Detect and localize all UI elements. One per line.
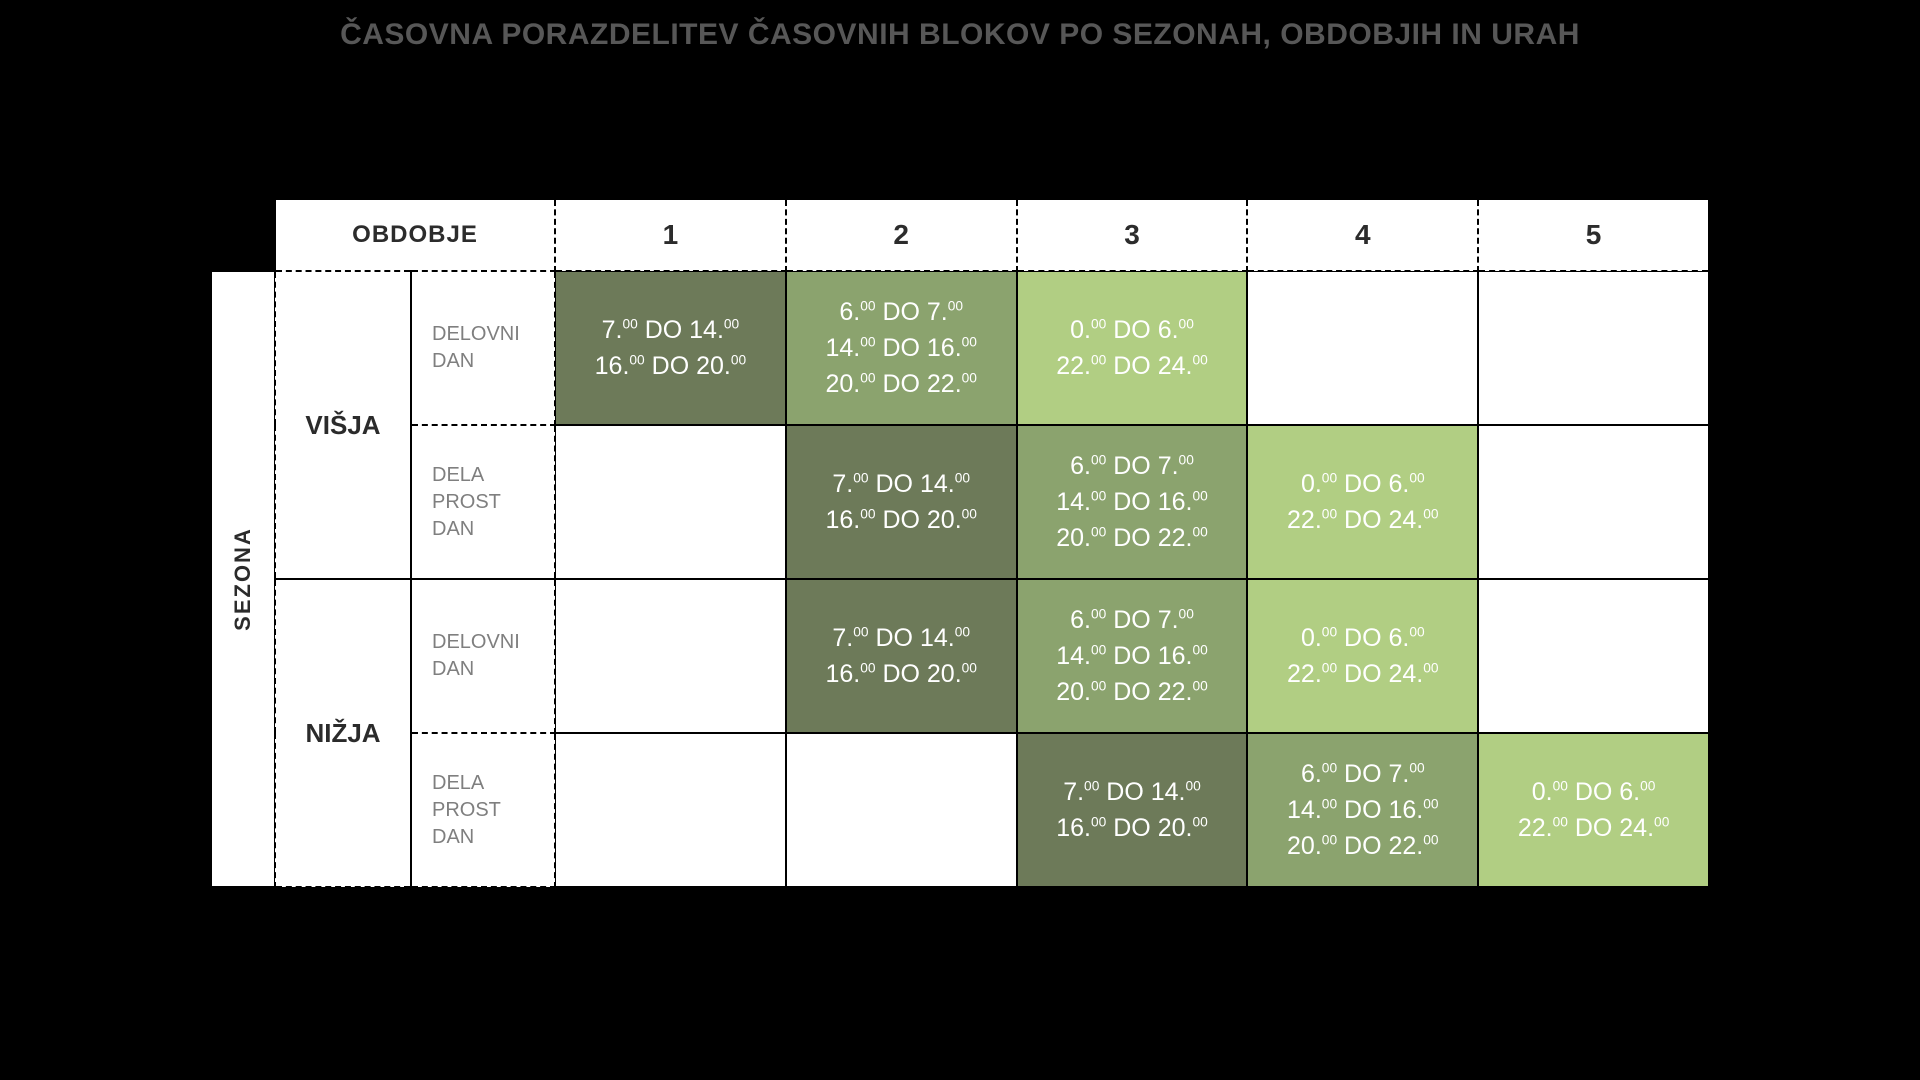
data-cell: 0.00 DO 6.0022.00 DO 24.00 xyxy=(1017,271,1248,425)
table-row: DELAPROSTDAN 7.00 DO 14.0016.00 DO 20.00… xyxy=(211,733,1709,887)
data-cell xyxy=(555,425,786,579)
season-visja: VIŠJA xyxy=(275,271,411,579)
header-col-5: 5 xyxy=(1478,199,1709,271)
data-cell: 7.00 DO 14.0016.00 DO 20.00 xyxy=(1017,733,1248,887)
season-nizja: NIŽJA xyxy=(275,579,411,887)
data-cell: 0.00 DO 6.0022.00 DO 24.00 xyxy=(1247,579,1478,733)
page-title: ČASOVNA PORAZDELITEV ČASOVNIH BLOKOV PO … xyxy=(0,18,1920,52)
data-cell xyxy=(555,579,786,733)
data-cell: 0.00 DO 6.0022.00 DO 24.00 xyxy=(1247,425,1478,579)
data-cell xyxy=(555,733,786,887)
daytype-cell: DELOVNIDAN xyxy=(411,271,555,425)
sezona-axis-cell: SEZONA xyxy=(211,271,275,887)
schedule-table-wrap: OBDOBJE 1 2 3 4 5 SEZONA VIŠJA DELOVNIDA… xyxy=(210,198,1710,888)
header-offset xyxy=(211,199,275,271)
header-col-4: 4 xyxy=(1247,199,1478,271)
data-cell: 7.00 DO 14.0016.00 DO 20.00 xyxy=(786,425,1017,579)
header-col-2: 2 xyxy=(786,199,1017,271)
data-cell: 6.00 DO 7.0014.00 DO 16.0020.00 DO 22.00 xyxy=(1017,579,1248,733)
table-row: NIŽJA DELOVNIDAN 7.00 DO 14.0016.00 DO 2… xyxy=(211,579,1709,733)
data-cell xyxy=(1478,271,1709,425)
header-col-3: 3 xyxy=(1017,199,1248,271)
header-row: OBDOBJE 1 2 3 4 5 xyxy=(211,199,1709,271)
data-cell: 7.00 DO 14.0016.00 DO 20.00 xyxy=(555,271,786,425)
header-obdobje: OBDOBJE xyxy=(275,199,555,271)
table-row: DELAPROSTDAN 7.00 DO 14.0016.00 DO 20.00… xyxy=(211,425,1709,579)
data-cell: 7.00 DO 14.0016.00 DO 20.00 xyxy=(786,579,1017,733)
data-cell: 6.00 DO 7.0014.00 DO 16.0020.00 DO 22.00 xyxy=(1017,425,1248,579)
page-root: ČASOVNA PORAZDELITEV ČASOVNIH BLOKOV PO … xyxy=(0,0,1920,1080)
data-cell: 6.00 DO 7.0014.00 DO 16.0020.00 DO 22.00 xyxy=(786,271,1017,425)
data-cell xyxy=(1478,579,1709,733)
schedule-table: OBDOBJE 1 2 3 4 5 SEZONA VIŠJA DELOVNIDA… xyxy=(210,198,1710,888)
data-cell xyxy=(1247,271,1478,425)
data-cell: 0.00 DO 6.0022.00 DO 24.00 xyxy=(1478,733,1709,887)
table-row: SEZONA VIŠJA DELOVNIDAN 7.00 DO 14.0016.… xyxy=(211,271,1709,425)
daytype-cell: DELAPROSTDAN xyxy=(411,425,555,579)
daytype-cell: DELAPROSTDAN xyxy=(411,733,555,887)
data-cell xyxy=(1478,425,1709,579)
sezona-axis-label: SEZONA xyxy=(230,527,256,631)
data-cell xyxy=(786,733,1017,887)
header-col-1: 1 xyxy=(555,199,786,271)
data-cell: 6.00 DO 7.0014.00 DO 16.0020.00 DO 22.00 xyxy=(1247,733,1478,887)
daytype-cell: DELOVNIDAN xyxy=(411,579,555,733)
